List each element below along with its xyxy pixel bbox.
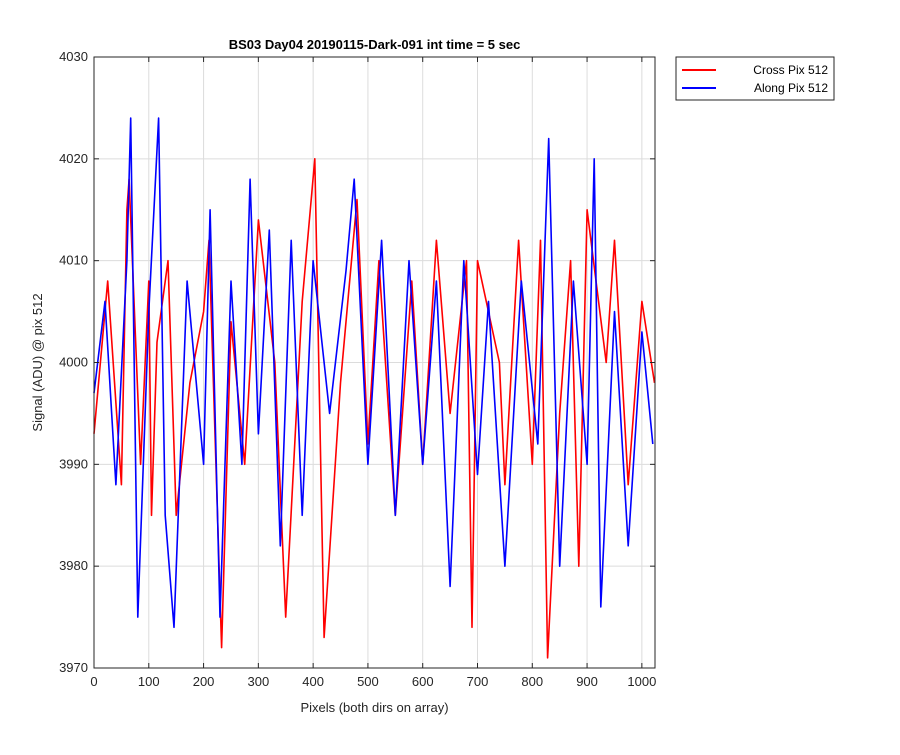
- x-tick-label: 400: [302, 674, 324, 689]
- x-tick-label: 700: [467, 674, 489, 689]
- legend-label-cross-pix-512: Cross Pix 512: [753, 63, 828, 77]
- x-tick-label: 100: [138, 674, 160, 689]
- x-tick-label: 0: [90, 674, 97, 689]
- x-tick-label: 500: [357, 674, 379, 689]
- y-axis-label: Signal (ADU) @ pix 512: [30, 293, 45, 431]
- y-tick-label: 4020: [59, 151, 88, 166]
- y-tick-label: 3980: [59, 558, 88, 573]
- series-line-along-pix-512: [93, 117, 654, 629]
- axis-ticks: 0 100 200 300 400 500 600 700 800 900 1000 3970 3980…: [59, 49, 656, 689]
- x-tick-label: 900: [576, 674, 598, 689]
- legend-box: [675, 56, 835, 101]
- x-tick-label: 300: [248, 674, 270, 689]
- legend-label-along-pix-512: Along Pix 512: [754, 81, 828, 95]
- legend: Cross Pix 512 Along Pix 512: [675, 56, 835, 101]
- y-tick-label: 4000: [59, 355, 88, 370]
- y-tick-label: 4010: [59, 253, 88, 268]
- x-tick-label: 1000: [627, 674, 656, 689]
- y-tick-label: 3990: [59, 456, 88, 471]
- series-group: [93, 117, 656, 659]
- chart-title: BS03 Day04 20190115-Dark-091 int time = …: [229, 37, 521, 52]
- x-tick-label: 200: [193, 674, 215, 689]
- series-line-cross-pix-512: [93, 158, 656, 659]
- x-tick-label: 600: [412, 674, 434, 689]
- y-tick-label: 4030: [59, 49, 88, 64]
- x-axis-label: Pixels (both dirs on array): [300, 700, 448, 715]
- x-tick-label: 800: [521, 674, 543, 689]
- y-tick-label: 3970: [59, 660, 88, 675]
